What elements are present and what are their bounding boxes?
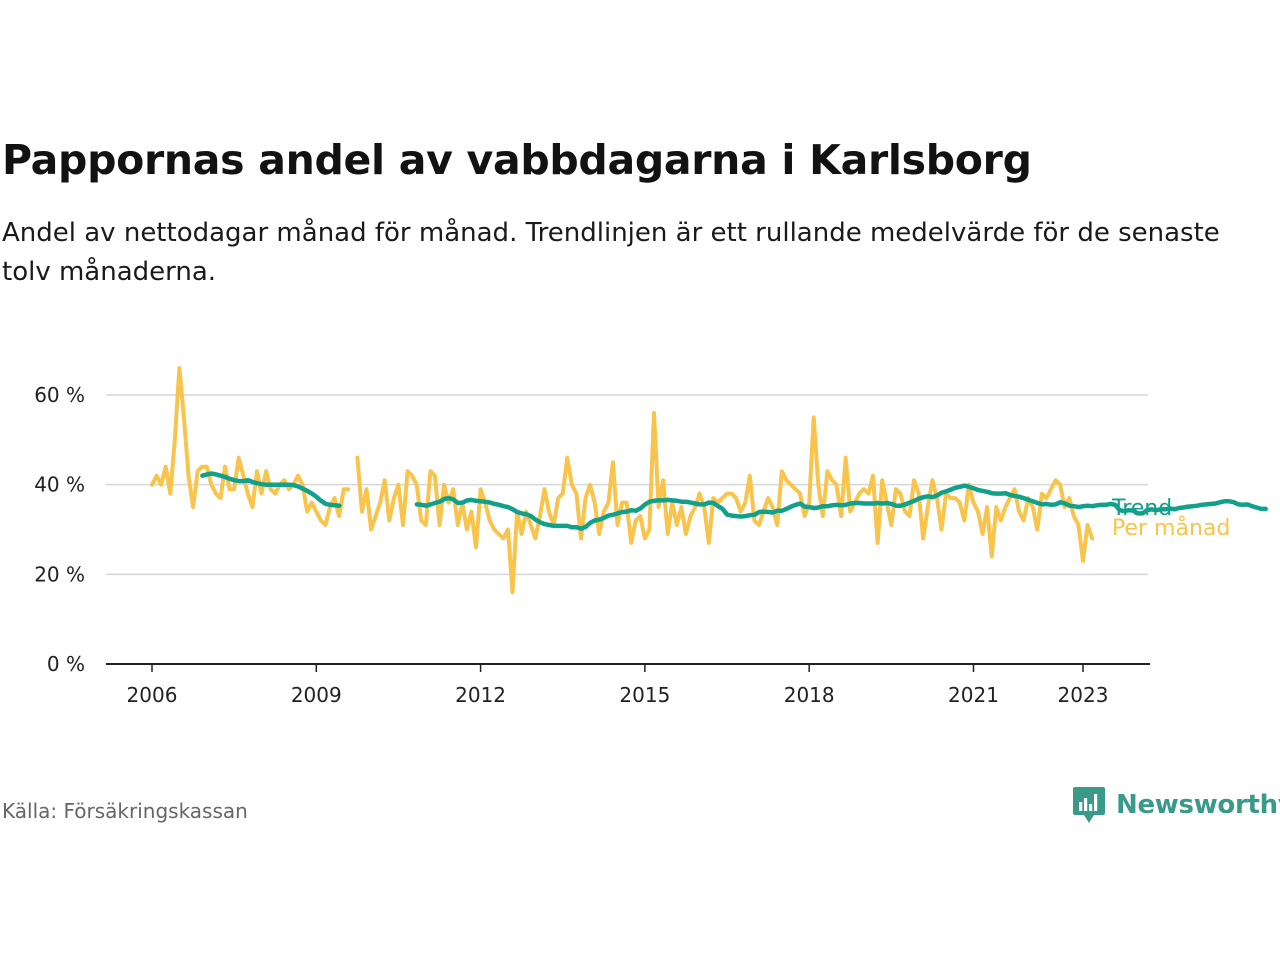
y-tick-label: 60 %	[34, 383, 85, 407]
series-line-monthly	[150, 366, 1095, 595]
x-tick-label: 2009	[291, 683, 342, 707]
source-note: Källa: Försäkringskassan	[2, 799, 248, 823]
chart-title: Pappornas andel av vabbdagarna i Karlsbo…	[2, 136, 1032, 184]
series-lines	[150, 366, 1268, 595]
line-chart: 0 % 20 % 40 % 60 % 2006 2009 2012 2015 2018 2021…	[34, 366, 1268, 707]
y-tick-label: 0 %	[47, 652, 85, 676]
newsworthy-logo: Newsworthy	[1072, 785, 1280, 825]
x-tick-label: 2018	[784, 683, 835, 707]
chart-subtitle: Andel av nettodagar månad för månad. Tre…	[2, 218, 1220, 287]
y-axis-ticks: 0 % 20 % 40 % 60 %	[34, 383, 85, 676]
series-label-monthly: Per månad	[1112, 515, 1230, 541]
logo-text: Newsworthy	[1116, 790, 1280, 820]
x-tick-label: 2012	[455, 683, 506, 707]
x-tick-label: 2021	[948, 683, 999, 707]
x-axis: 2006 2009 2012 2015 2018 2021 2023	[106, 663, 1150, 707]
x-tick-label: 2023	[1058, 683, 1109, 707]
series-label-trend: Trend	[1111, 496, 1172, 521]
y-tick-label: 20 %	[34, 562, 85, 586]
y-tick-label: 40 %	[34, 473, 85, 497]
newsworthy-logo-icon	[1073, 787, 1105, 823]
x-tick-label: 2006	[127, 683, 178, 707]
series-line-trend	[200, 471, 1268, 531]
x-tick-label: 2015	[619, 683, 670, 707]
